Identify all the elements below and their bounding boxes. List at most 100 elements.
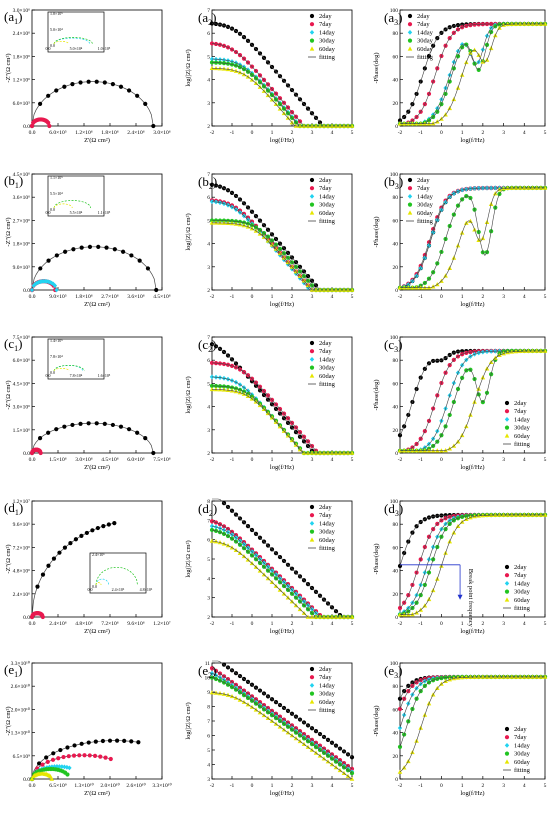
data-point (309, 30, 315, 35)
inset-plot: 0.0 2.4×10⁶ 4.8×10⁶ 0.0 2.4×10⁶ (88, 552, 153, 594)
data-point (309, 357, 315, 362)
x-tick-label: 0.0 (29, 621, 36, 627)
data-point (349, 771, 355, 776)
legend-entry-2day: 2day (514, 564, 527, 571)
data-point (94, 421, 99, 426)
legend-entry-7day: 7day (417, 185, 430, 192)
data-point (504, 564, 510, 570)
data-point (40, 572, 46, 577)
data-point (64, 764, 70, 770)
data-point (103, 755, 108, 760)
data-point (151, 450, 156, 456)
data-point (504, 589, 510, 594)
inset-y-tick-label: 0.0 (50, 370, 55, 375)
data-point (517, 348, 523, 354)
data-point (102, 80, 107, 85)
panel-label-close: ) (19, 500, 23, 515)
data-point (401, 121, 407, 126)
data-point (534, 348, 540, 353)
data-point (414, 121, 419, 126)
x-tick-label: -1 (418, 294, 423, 300)
data-point (209, 523, 215, 529)
data-point (309, 614, 315, 619)
x-tick-label: 3 (311, 783, 314, 789)
panel-label-letter: (d (384, 501, 395, 516)
data-point (62, 424, 67, 429)
x-tick-label: 1.2×10⁷ (153, 621, 170, 627)
panel-a3: -2 -1 0 1 2 3 4 5 0 20 40 60 80 100 log(f/Hz) -Phase(de… (373, 8, 548, 144)
x-tick-label: 3 (502, 457, 505, 463)
legend-entry-fitting: fitting (417, 54, 434, 61)
x-tick-label: 4 (331, 294, 334, 300)
x-tick-label: 5 (544, 783, 547, 789)
bode-phase-frame (399, 336, 546, 454)
y-tick-label: 2.7×10⁶ (13, 218, 30, 224)
fitting-curve-60day (400, 187, 545, 288)
legend-entry-fitting: fitting (319, 381, 336, 388)
fitting-curve-30day (211, 677, 353, 774)
legend-entry-14day: 14day (319, 520, 336, 527)
data-point (426, 285, 432, 290)
panel-label-sub: 3 (394, 345, 398, 354)
data-point (71, 247, 76, 252)
inset-x-tick-label: 0.0 (46, 373, 51, 378)
data-point (68, 541, 73, 546)
data-point (126, 427, 132, 432)
legend-entry-7day: 7day (319, 21, 332, 28)
panel-label: (c3) (384, 337, 402, 354)
legend-entry-2day: 2day (417, 177, 430, 184)
panel-label-sub: 3 (394, 18, 398, 27)
data-point (46, 258, 51, 263)
y-tick-label: 5 (207, 381, 210, 387)
data-point (407, 210, 413, 215)
x-tick-label: 2 (291, 294, 294, 300)
panel-label-close: ) (399, 501, 403, 516)
y-tick-label: 0.0 (23, 124, 30, 130)
x-tick-label: 7.2×10⁶ (101, 621, 118, 627)
data-point (136, 740, 141, 745)
data-point (480, 674, 486, 679)
panel-label: (b1) (4, 173, 23, 190)
legend-entry-30day: 30day (514, 589, 531, 596)
data-point (38, 450, 43, 456)
y-tick-label: 4.5×10⁶ (13, 381, 30, 387)
data-point (309, 699, 315, 704)
fitting-curve-30day (95, 566, 138, 586)
x-tick-label: 2 (291, 457, 294, 463)
data-point (451, 676, 457, 681)
y-tick-label: 80 (393, 522, 399, 528)
y-tick-label: 1.3×10¹⁰ (11, 730, 31, 737)
fitting-curve-2day (31, 740, 139, 780)
inset-y-tick-label: 0.0 (92, 584, 97, 589)
x-tick-label: 0 (440, 783, 443, 789)
x-tick-label: 1 (461, 294, 464, 300)
data-point (309, 349, 315, 354)
data-point (40, 762, 45, 767)
x-axis-label: log(f/Hz) (460, 464, 484, 471)
y-tick-label: 60 (393, 381, 399, 387)
x-tick-label: 2 (481, 621, 484, 627)
data-point (241, 223, 247, 228)
legend-entry-60day: 60day (514, 597, 531, 604)
data-point (407, 30, 413, 35)
fitting-curve-60day (95, 582, 102, 586)
data-point (209, 675, 215, 680)
panel-label-close: ) (399, 174, 403, 189)
inset-x-tick-label: 0.0 (46, 210, 51, 215)
x-tick-label: 3 (311, 621, 314, 627)
y-tick-label: 3.6×10⁶ (13, 195, 30, 201)
x-tick-label: -1 (230, 457, 235, 463)
inset-plot: 0.0 5.5×10⁴ 1.1×10⁵ 0.0 5.5×10⁴ 1.1×10⁵ (46, 175, 111, 217)
panel-label-letter: (b (384, 174, 395, 189)
data-point (118, 424, 124, 429)
panel-label: (b3) (384, 174, 403, 191)
data-point (309, 22, 315, 27)
x-tick-label: -2 (210, 621, 215, 627)
data-point (73, 537, 79, 542)
fitting-curve-30day (53, 37, 93, 45)
fitting-curve-60day (212, 389, 352, 454)
data-point (49, 776, 54, 781)
data-point (397, 706, 403, 712)
y-tick-label: 20 (393, 754, 399, 760)
data-point (29, 123, 35, 129)
